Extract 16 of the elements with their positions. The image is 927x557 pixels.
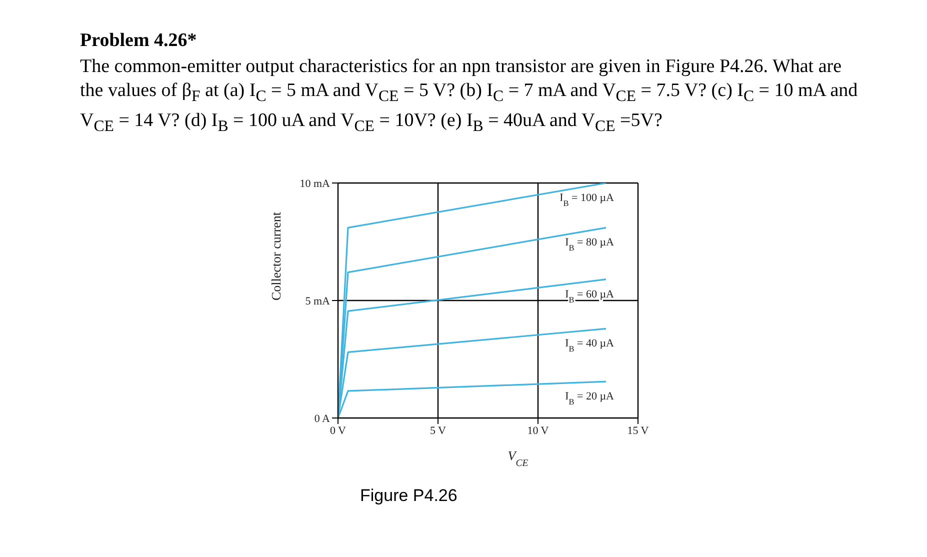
text: The common-emitter output characteristics for an npn transistor are given in Figure P4.26. What are the values of β$_{F}$ at (a) I$_{C}$ = 5 mA and V$_{CE}$ = 5 V? (b) I$_{C}$ = 7 mA and V$_{CE}$ = 7.5 V? (c) I$_{C}$ = 10 mA and V$_{CE}$ = 14 V? (d) I$_{B}$ = 100 uA and V$_{CE}$ = 10V? (e) I$_{B}$ = 40uA and V$_{CE}$ =5V? xyxy=(80,56,858,135)
x-axis-title: V$_{CE}$ xyxy=(508,448,528,468)
text: Problem 4.26* xyxy=(80,30,198,52)
y-axis-title: Collector current xyxy=(268,212,284,300)
series-label: I$_{B}$ = 100 µA xyxy=(560,192,614,208)
y-tick-label: 0 A xyxy=(314,412,330,425)
x-tick-label: 0 V xyxy=(330,424,346,437)
series-label: I$_{B}$ = 80 µA xyxy=(565,236,614,252)
series-label: I$_{B}$ = 40 µA xyxy=(565,338,614,354)
x-tick-label: 10 V xyxy=(527,424,549,437)
x-tick-label: 5 V xyxy=(430,424,446,437)
y-tick-label: 5 mA xyxy=(305,295,330,308)
caption: Figure P4.26 xyxy=(360,486,458,506)
y-tick-label: 10 mA xyxy=(300,178,330,190)
series-label: I$_{B}$ = 20 µA xyxy=(565,390,614,406)
x-tick-label: 15 V xyxy=(627,424,649,437)
